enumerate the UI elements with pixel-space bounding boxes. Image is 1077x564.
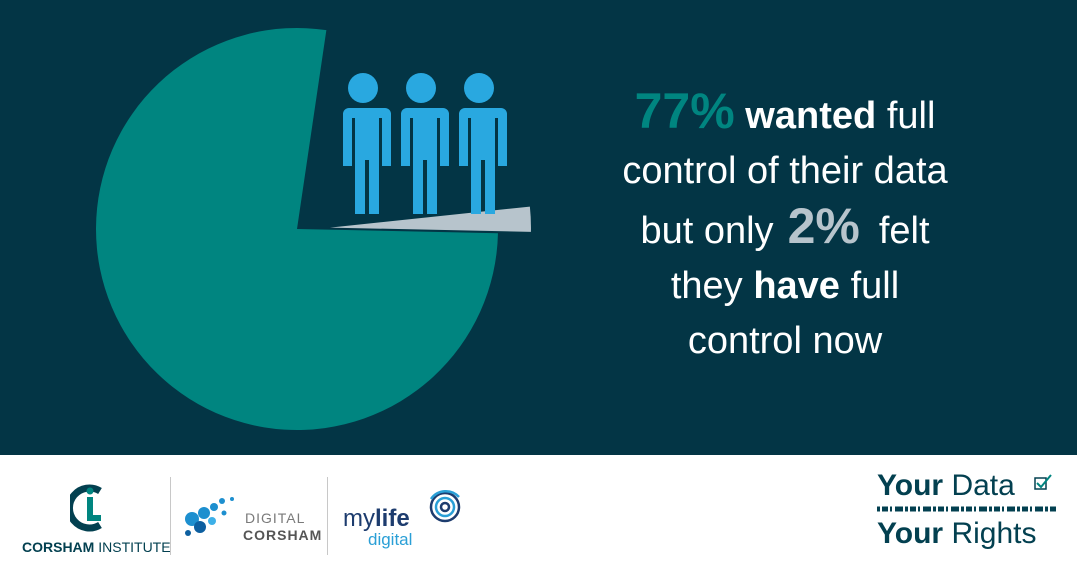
mylife-logo [429, 490, 461, 523]
percent-77: 77% [634, 83, 735, 139]
digital-sub: digital [368, 530, 413, 549]
barcode-line [877, 506, 1057, 512]
text: they [670, 265, 743, 307]
text: full [850, 265, 900, 307]
text: control of their data [622, 150, 948, 192]
text: Rights [951, 517, 1037, 550]
pie-slice [95, 27, 498, 430]
mylife: mylife [343, 505, 410, 533]
percent-2: 2% [787, 198, 860, 254]
text: felt [878, 210, 930, 252]
corsham-institute: CORSHAM INSTITUTE [22, 539, 171, 555]
people-icon [341, 73, 507, 214]
your-rights: Your Rights [877, 517, 1037, 551]
text: full [886, 95, 936, 137]
text: life [375, 505, 410, 532]
corsham: CORSHAM [243, 527, 323, 543]
text: my [343, 505, 375, 532]
text: Your [877, 469, 944, 502]
text: have [753, 265, 840, 307]
check-icon [1034, 474, 1052, 490]
text: CORSHAM [22, 539, 95, 555]
text: wanted [745, 95, 877, 137]
text: Your [877, 517, 944, 550]
banner: 77% wanted full control of their data but … [0, 0, 1077, 455]
footer: CORSHAM INSTITUTE DIGITAL CORSHAM mylife… [0, 455, 1077, 564]
text: Data [951, 469, 1015, 502]
divider [170, 477, 171, 555]
headline: 77% wanted full control of their data but … [585, 84, 985, 369]
corsham-institute-logo [70, 484, 102, 532]
your-data: Your Data [877, 469, 1015, 503]
text: INSTITUTE [98, 539, 171, 555]
digital-corsham-logo [185, 497, 234, 536]
digital: DIGITAL [245, 510, 306, 526]
text: but only [640, 210, 774, 252]
divider [327, 477, 328, 555]
pie-chart [95, 27, 531, 430]
text: control now [687, 320, 883, 362]
